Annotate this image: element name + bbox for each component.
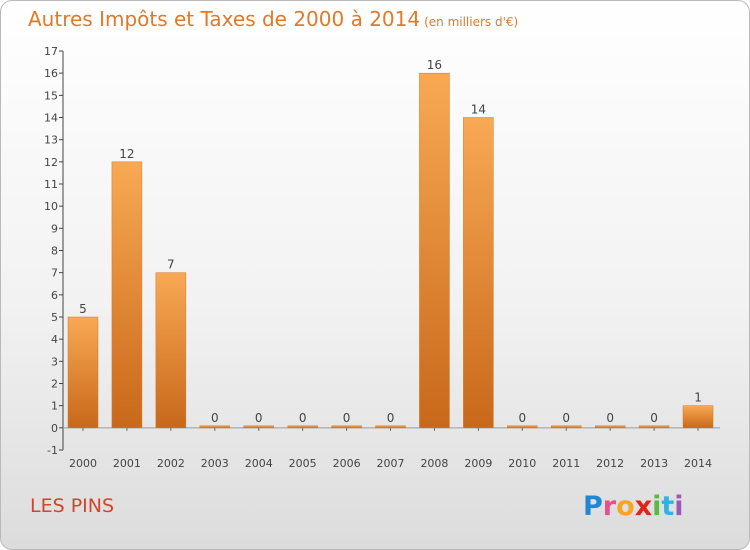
bar bbox=[375, 425, 406, 429]
x-tick-label: 2002 bbox=[157, 457, 185, 470]
logo-letter: o bbox=[616, 491, 635, 522]
data-label: 16 bbox=[427, 58, 442, 72]
x-tick-label: 2008 bbox=[420, 457, 448, 470]
data-label: 0 bbox=[650, 411, 658, 425]
y-tick-label: 4 bbox=[51, 333, 58, 346]
proxiti-logo: Proxiti bbox=[583, 491, 684, 522]
bar bbox=[287, 425, 318, 429]
bar bbox=[111, 161, 143, 429]
data-label: 1 bbox=[694, 391, 702, 405]
y-tick-label: 16 bbox=[44, 67, 58, 80]
logo-letter: P bbox=[583, 491, 603, 522]
x-tick-label: 2010 bbox=[508, 457, 536, 470]
x-tick-label: 2001 bbox=[113, 457, 141, 470]
commune-name: LES PINS bbox=[30, 495, 115, 517]
y-tick-label: 11 bbox=[44, 178, 58, 191]
data-label: 0 bbox=[562, 411, 570, 425]
bar bbox=[507, 425, 538, 429]
data-label: 0 bbox=[343, 411, 351, 425]
data-label: 7 bbox=[167, 258, 175, 272]
y-tick-label: 9 bbox=[51, 222, 58, 235]
bar bbox=[594, 425, 626, 429]
logo-letter: x bbox=[634, 491, 653, 522]
bar bbox=[682, 405, 714, 429]
y-tick-label: 3 bbox=[51, 355, 58, 368]
logo-letter: r bbox=[602, 491, 617, 522]
title-text: Autres Impôts et Taxes de 2000 à 2014 bbox=[28, 7, 421, 31]
bar bbox=[463, 117, 494, 429]
y-tick-label: 14 bbox=[44, 112, 58, 125]
x-tick-label: 2007 bbox=[377, 457, 405, 470]
bar bbox=[331, 425, 362, 429]
logo-letter: i bbox=[652, 491, 662, 522]
y-tick-label: 15 bbox=[44, 89, 58, 102]
y-tick-label: 2 bbox=[51, 378, 58, 391]
x-tick-label: 2006 bbox=[333, 457, 361, 470]
data-label: 0 bbox=[299, 411, 307, 425]
data-label: 0 bbox=[255, 411, 263, 425]
data-label: 0 bbox=[387, 411, 395, 425]
bar bbox=[419, 72, 450, 429]
chart-title: Autres Impôts et Taxes de 2000 à 2014 (en… bbox=[28, 7, 518, 31]
bar bbox=[550, 425, 582, 429]
data-label: 12 bbox=[119, 147, 134, 161]
y-tick-label: 7 bbox=[51, 267, 58, 280]
y-tick-label: -1 bbox=[47, 444, 58, 457]
data-label: 5 bbox=[79, 302, 87, 316]
data-label: 0 bbox=[518, 411, 526, 425]
y-tick-label: 1 bbox=[51, 400, 58, 413]
logo-letter: t bbox=[661, 491, 675, 522]
logo-letter: i bbox=[674, 491, 684, 522]
y-tick-label: 8 bbox=[51, 245, 58, 258]
bars: 5 12 7 0 0 0 0 0 16 14 0 0 0 0 1 bbox=[67, 58, 714, 429]
data-label: 0 bbox=[211, 411, 219, 425]
x-tick-label: 2004 bbox=[245, 457, 273, 470]
bar bbox=[67, 316, 99, 429]
x-tick-label: 2009 bbox=[464, 457, 492, 470]
bar bbox=[155, 272, 187, 429]
bar bbox=[243, 425, 274, 429]
x-tick-label: 2003 bbox=[201, 457, 229, 470]
x-tick-label: 2005 bbox=[289, 457, 317, 470]
x-tick-label: 2013 bbox=[640, 457, 668, 470]
x-tick-label: 2014 bbox=[684, 457, 712, 470]
y-tick-label: 5 bbox=[51, 311, 58, 324]
y-tick-label: 10 bbox=[44, 200, 58, 213]
y-tick-label: 12 bbox=[44, 156, 58, 169]
x-tick-label: 2012 bbox=[596, 457, 624, 470]
y-tick-label: 0 bbox=[51, 422, 58, 435]
y-tick-label: 17 bbox=[44, 45, 58, 58]
data-label: 14 bbox=[471, 103, 486, 117]
y-tick-label: 6 bbox=[51, 289, 58, 302]
y-tick-label: 13 bbox=[44, 134, 58, 147]
bar bbox=[638, 425, 670, 429]
chart-subtitle: (en milliers d'€) bbox=[424, 15, 519, 29]
x-tick-label: 2011 bbox=[552, 457, 580, 470]
bar bbox=[199, 425, 231, 429]
x-tick-label: 2000 bbox=[69, 457, 97, 470]
data-label: 0 bbox=[606, 411, 614, 425]
